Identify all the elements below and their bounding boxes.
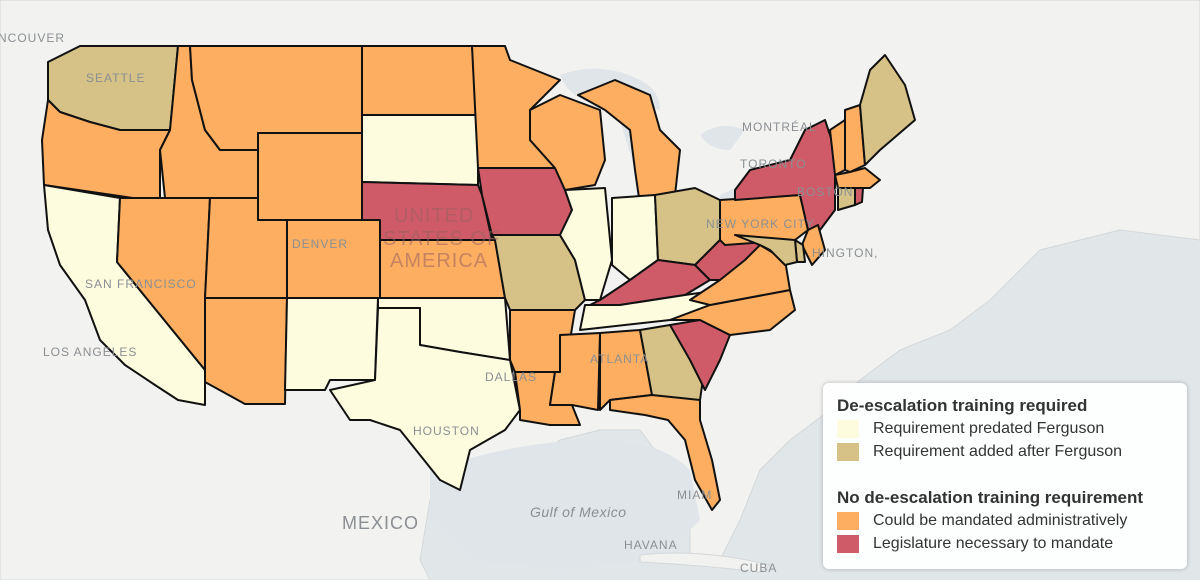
state-rhode-island[interactable] bbox=[854, 187, 864, 206]
state-florida[interactable] bbox=[609, 394, 721, 511]
state-south-dakota[interactable] bbox=[361, 114, 479, 186]
cuba-island bbox=[639, 552, 772, 573]
legend-label-added: Requirement added after Ferguson bbox=[873, 442, 1123, 460]
legend-group-required: De-escalation training required Requirem… bbox=[837, 395, 1177, 463]
label-boston: BOSTON bbox=[797, 185, 853, 199]
legend-item-predated: Requirement predated Ferguson bbox=[837, 417, 1177, 440]
state-iowa[interactable] bbox=[477, 167, 573, 236]
gulf-of-mexico bbox=[430, 440, 700, 570]
label-cuba: CUBA bbox=[740, 561, 777, 575]
state-wyoming[interactable] bbox=[257, 132, 363, 221]
label-havana: HAVANA bbox=[624, 538, 678, 552]
legend: De-escalation training required Requirem… bbox=[823, 383, 1187, 569]
legend-label-administrative: Could be mandated administratively bbox=[873, 511, 1128, 529]
label-usa-2: STATES OF bbox=[383, 228, 500, 250]
label-gulf: Gulf of Mexico bbox=[530, 504, 626, 520]
label-montreal: MONTRÉAL bbox=[742, 119, 817, 134]
label-los-angeles: LOS ANGELES bbox=[43, 345, 137, 359]
swatch-administrative bbox=[837, 511, 859, 530]
legend-item-administrative: Could be mandated administratively bbox=[837, 509, 1177, 532]
legend-group-not-required: No de-escalation training requirement Co… bbox=[837, 487, 1177, 555]
state-illinois[interactable] bbox=[559, 187, 613, 301]
label-washington: HINGTON, bbox=[812, 246, 878, 260]
label-houston: HOUSTON bbox=[413, 424, 480, 438]
state-texas[interactable] bbox=[329, 307, 521, 491]
legend-label-legislature: Legislature necessary to mandate bbox=[873, 534, 1114, 552]
label-usa-1: UNITED bbox=[394, 205, 474, 227]
legend-item-added: Requirement added after Ferguson bbox=[837, 440, 1177, 463]
legend-group-not-required-title: No de-escalation training requirement bbox=[837, 488, 1144, 507]
swatch-predated bbox=[837, 419, 859, 438]
swatch-legislature bbox=[837, 534, 859, 553]
legend-item-legislature: Legislature necessary to mandate bbox=[837, 532, 1177, 555]
legend-group-required-title: De-escalation training required bbox=[837, 396, 1088, 415]
label-miami: MIAM bbox=[677, 488, 712, 502]
legend-label-predated: Requirement predated Ferguson bbox=[873, 419, 1105, 437]
state-arizona[interactable] bbox=[204, 297, 288, 405]
label-atlanta: ATLANTA bbox=[590, 352, 649, 366]
label-denver: DENVER bbox=[292, 237, 348, 251]
state-maryland[interactable] bbox=[734, 234, 798, 266]
state-colorado[interactable] bbox=[286, 219, 381, 299]
label-new-york: NEW YORK CITY bbox=[706, 217, 815, 231]
label-seattle: SEATTLE bbox=[86, 71, 145, 85]
label-mexico: MEXICO bbox=[342, 513, 419, 533]
label-dallas: DALLAS bbox=[485, 370, 537, 384]
state-north-dakota[interactable] bbox=[361, 45, 479, 116]
swatch-added bbox=[837, 442, 859, 461]
label-san-francisco: SAN FRANCISCO bbox=[85, 277, 197, 291]
label-usa-3: AMERICA bbox=[390, 250, 488, 272]
state-new-mexico[interactable] bbox=[284, 297, 379, 391]
state-new-hampshire[interactable] bbox=[844, 104, 866, 173]
states bbox=[41, 45, 916, 511]
label-toronto: TORONTO bbox=[740, 157, 807, 171]
state-wisconsin[interactable] bbox=[529, 94, 606, 191]
state-maine[interactable] bbox=[859, 54, 916, 166]
label-vancouver: NCOUVER bbox=[0, 31, 65, 45]
map-labels: NCOUVER SEATTLE MONTRÉAL TORONTO BOSTON … bbox=[0, 31, 878, 575]
state-new-jersey[interactable] bbox=[801, 224, 826, 266]
state-new-york[interactable] bbox=[734, 119, 836, 231]
